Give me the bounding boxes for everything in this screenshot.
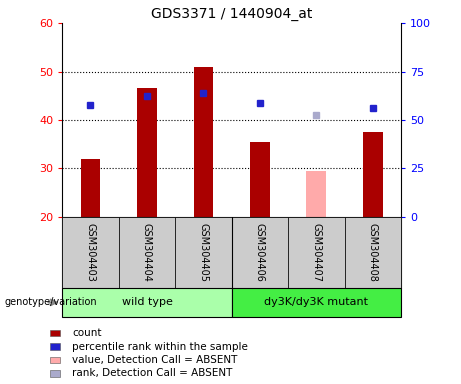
Text: genotype/variation: genotype/variation: [5, 297, 97, 308]
Text: GSM304407: GSM304407: [311, 223, 321, 282]
Bar: [62, 217, 118, 288]
Text: wild type: wild type: [122, 297, 172, 308]
Bar: [231, 217, 288, 288]
Bar: [50, 357, 60, 363]
Text: value, Detection Call = ABSENT: value, Detection Call = ABSENT: [72, 355, 237, 365]
Text: percentile rank within the sample: percentile rank within the sample: [72, 341, 248, 352]
Text: GSM304406: GSM304406: [255, 223, 265, 282]
Bar: [288, 217, 344, 288]
Text: GSM304408: GSM304408: [368, 223, 378, 282]
Text: GSM304403: GSM304403: [85, 223, 95, 282]
Bar: [344, 217, 401, 288]
Text: dy3K/dy3K mutant: dy3K/dy3K mutant: [264, 297, 368, 308]
Bar: [118, 217, 175, 288]
Bar: [50, 330, 60, 336]
Bar: [363, 132, 383, 217]
Bar: [231, 288, 401, 317]
Bar: [81, 159, 100, 217]
Bar: [50, 370, 60, 377]
Bar: [137, 88, 157, 217]
Bar: [50, 343, 60, 350]
Bar: [62, 288, 231, 317]
Bar: [250, 142, 270, 217]
Bar: [194, 67, 213, 217]
Text: GSM304404: GSM304404: [142, 223, 152, 282]
Bar: [307, 171, 326, 217]
Bar: [175, 217, 231, 288]
Title: GDS3371 / 1440904_at: GDS3371 / 1440904_at: [151, 7, 313, 21]
Text: count: count: [72, 328, 102, 338]
Text: GSM304405: GSM304405: [198, 223, 208, 282]
Text: rank, Detection Call = ABSENT: rank, Detection Call = ABSENT: [72, 368, 232, 379]
